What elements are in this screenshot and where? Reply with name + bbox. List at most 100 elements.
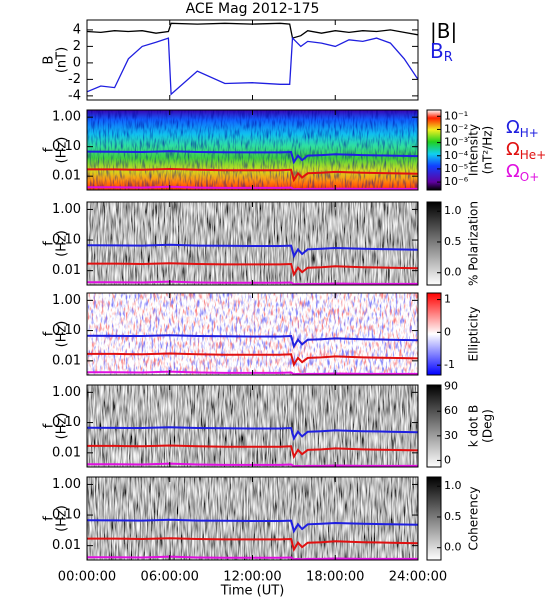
y-tick-label: 1.00 <box>52 110 81 125</box>
series-line <box>87 167 418 183</box>
legend-name: Ω <box>506 139 520 160</box>
y-tick-label: 4 <box>73 22 81 37</box>
y-axis-label: f <box>42 423 57 428</box>
series-line <box>87 280 418 285</box>
y-tick-label: -4 <box>68 88 81 103</box>
x-tick-label: 12:00:00 <box>223 570 281 585</box>
colorbar-tick-label: 10⁻¹ <box>444 109 468 122</box>
colorbar <box>426 476 442 561</box>
series-line <box>87 555 418 560</box>
y-tick-label: 1.00 <box>52 385 81 400</box>
spectrogram <box>87 477 418 560</box>
y-axis-label: (nT) <box>55 47 70 73</box>
legend-label: BR <box>430 39 453 65</box>
colorbar-label: (Deg) <box>481 409 495 443</box>
y-tick-label: 0.01 <box>52 169 81 184</box>
legend-label: ΩO+ <box>506 161 539 184</box>
y-tick-label: 2 <box>73 39 81 54</box>
y-tick-label: 0.01 <box>52 353 81 368</box>
y-tick-label: 1.00 <box>52 202 81 217</box>
plot-frame <box>86 19 419 101</box>
y-axis-label: (Hz) <box>55 505 70 532</box>
x-tick-label: 24:00:00 <box>389 570 447 585</box>
series-line <box>87 262 418 278</box>
colorbar <box>426 201 442 286</box>
series-line <box>87 370 418 375</box>
legend-subscript: O+ <box>520 170 540 184</box>
colorbar-label: % Polarization <box>467 201 481 286</box>
colorbar <box>426 109 442 191</box>
series-line <box>87 462 418 467</box>
colorbar-tick-label: 0.5 <box>444 510 462 523</box>
colorbar <box>426 292 442 376</box>
y-tick-label: 1.00 <box>52 477 81 492</box>
colorbar-tick-label: 0 <box>444 453 451 466</box>
spectrogram <box>87 385 418 467</box>
series-line <box>87 518 418 534</box>
colorbar-label: (nT²/Hz) <box>481 126 495 174</box>
colorbar-label: Ellipticity <box>467 307 481 362</box>
colorbar-tick-label: 10⁻⁵ <box>444 162 468 175</box>
y-tick-label: 0.10 <box>52 139 81 154</box>
legend-label: |B| <box>430 19 457 43</box>
series-line <box>87 444 418 460</box>
colorbar-label: Intensity <box>467 124 481 176</box>
x-tick-label: 06:00:00 <box>141 570 199 585</box>
y-tick-label: -2 <box>68 72 81 87</box>
colorbar-tick-label: 10⁻⁶ <box>444 175 469 188</box>
y-axis-label: B <box>42 56 57 65</box>
y-axis-label: f <box>42 147 57 152</box>
colorbar-tick-label: 1.0 <box>444 204 462 217</box>
y-axis-label: f <box>42 516 57 521</box>
y-axis-label: (Hz) <box>55 230 70 257</box>
colorbar-tick-label: 30 <box>444 429 458 442</box>
series-line <box>87 150 418 165</box>
colorbar-tick-label: -1 <box>444 358 455 371</box>
y-axis-label: (Hz) <box>55 321 70 348</box>
spectrogram <box>87 202 418 285</box>
series-line <box>87 537 418 553</box>
legend-name: B <box>430 39 444 63</box>
colorbar-tick-label: 1.0 <box>444 479 462 492</box>
series-line <box>87 243 418 259</box>
chart-title: ACE Mag 2012-175 <box>186 1 320 17</box>
legend-name: |B| <box>430 19 457 43</box>
colorbar-tick-label: 0.5 <box>444 235 462 248</box>
series-line <box>87 36 418 96</box>
colorbar-tick-label: 10⁻³ <box>444 136 468 149</box>
legend-name: Ω <box>506 117 520 138</box>
colorbar-tick-label: 0.0 <box>444 541 462 554</box>
legend-name: Ω <box>506 161 520 182</box>
x-tick-label: 18:00:00 <box>306 570 364 585</box>
legend-label: ΩH+ <box>506 117 539 140</box>
y-tick-label: 0.10 <box>52 508 81 523</box>
y-tick-label: 0.10 <box>52 415 81 430</box>
y-tick-label: 1.00 <box>52 293 81 308</box>
y-tick-label: 0.10 <box>52 233 81 248</box>
colorbar-tick-label: 10⁻² <box>444 122 468 135</box>
spectrogram-texture <box>87 293 418 375</box>
colorbar-tick-label: 0 <box>444 325 451 338</box>
legend-label: ΩHe+ <box>506 139 546 162</box>
y-axis-label: f <box>42 331 57 336</box>
legend-subscript: R <box>444 50 453 65</box>
series-line <box>87 22 418 39</box>
y-axis-label: f <box>42 241 57 246</box>
y-tick-label: 0.01 <box>52 538 81 553</box>
colorbar-label: k dot B <box>467 405 481 447</box>
y-tick-label: 0 <box>73 55 81 70</box>
series-line <box>87 426 418 441</box>
y-axis-label: (Hz) <box>55 137 70 164</box>
legend-subscript: H+ <box>520 126 539 140</box>
series-line <box>87 352 418 368</box>
series-line <box>87 334 418 349</box>
colorbar-tick-label: 1 <box>444 293 451 306</box>
legend-subscript: He+ <box>520 148 546 162</box>
y-tick-label: 0.01 <box>52 263 81 278</box>
x-axis-label: Time (UT) <box>220 584 285 599</box>
y-tick-label: 0.10 <box>52 323 81 338</box>
y-tick-label: 0.01 <box>52 445 81 460</box>
colorbar-tick-label: 0.0 <box>444 266 462 279</box>
